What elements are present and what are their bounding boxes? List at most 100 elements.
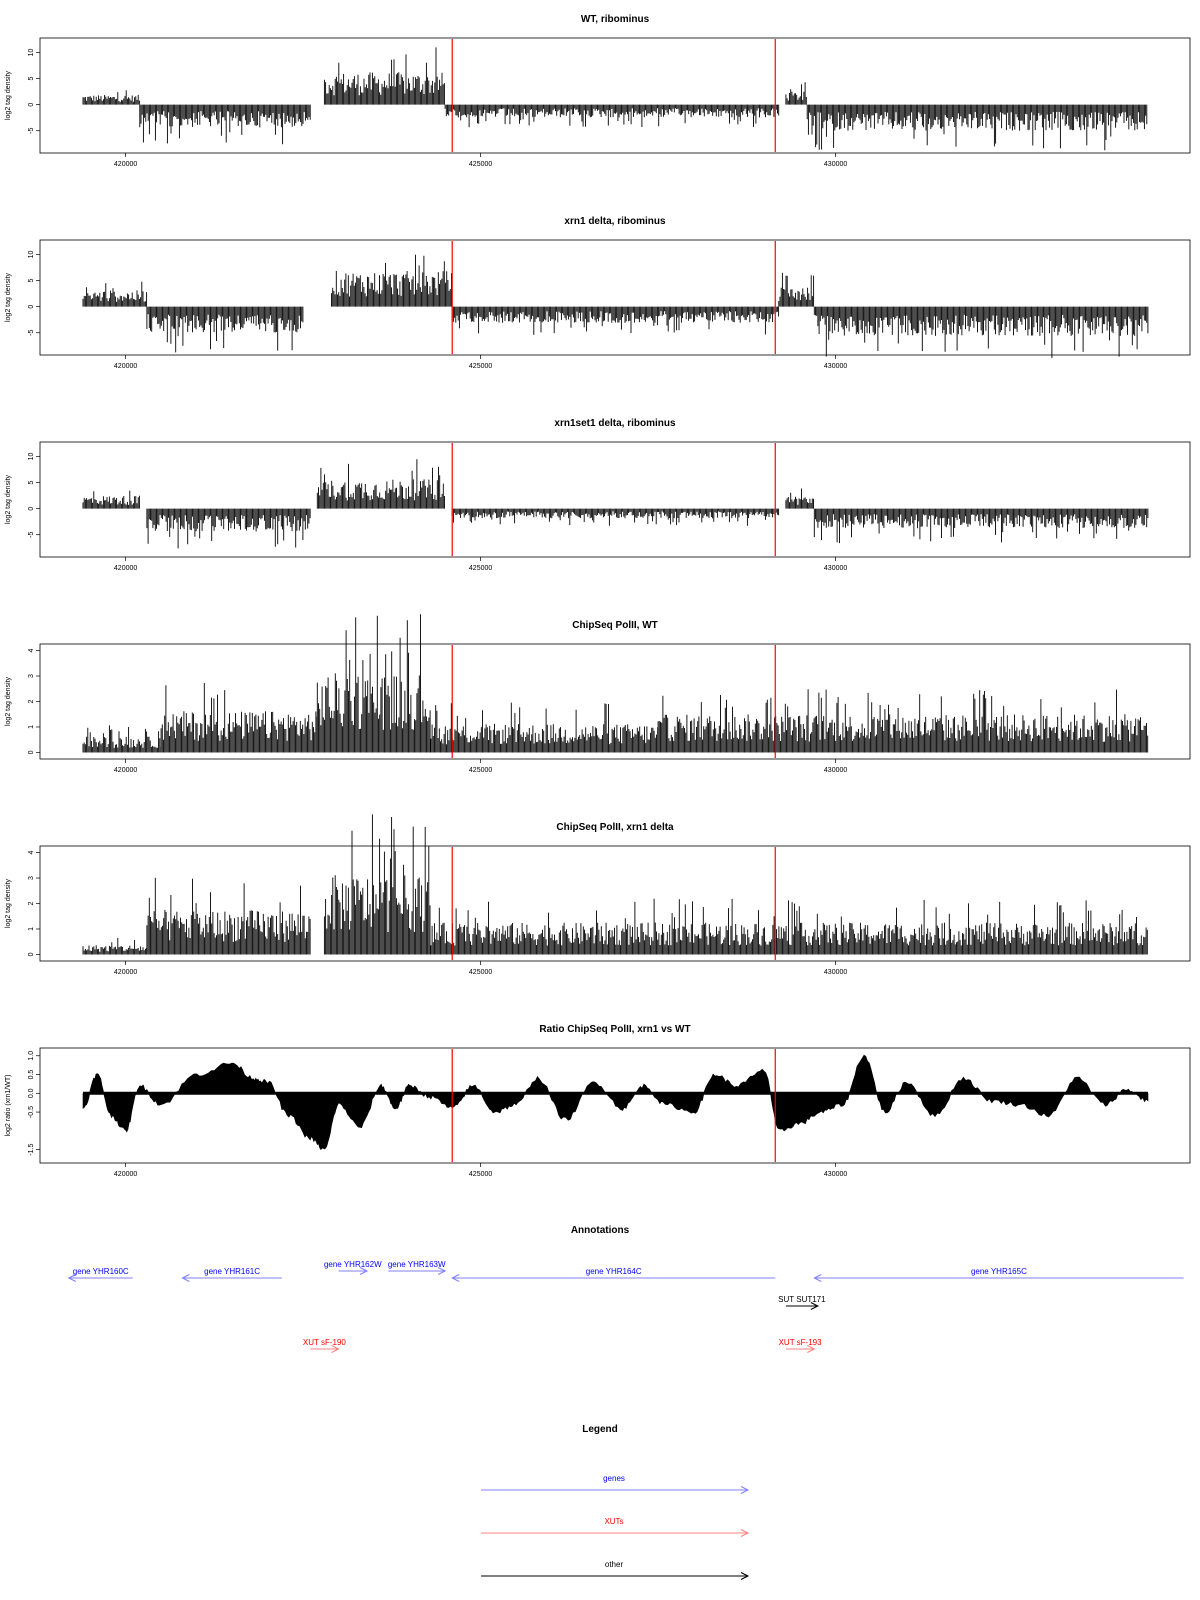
- bar-segment-2: [813, 508, 1149, 544]
- x-tick-label: 420000: [114, 969, 137, 976]
- y-axis-label: log2 tag density: [5, 272, 12, 322]
- data-marks: [82, 254, 1149, 358]
- x-tick-label: 425000: [469, 969, 492, 976]
- y-tick-label: 1.0: [28, 1051, 35, 1061]
- legend-label: XUTs: [604, 1517, 623, 1526]
- annotations-panel: Annotations gene YHR160C gene YHR161C gene…: [67, 1225, 1184, 1353]
- data-marks: [82, 459, 1149, 549]
- feature-arrow-head: [810, 1302, 819, 1310]
- y-tick-label: -0.5: [28, 1106, 35, 1118]
- y-axis: -1.5 -0.5 0.0 0.5 1.0: [28, 1051, 40, 1156]
- x-tick-label: 425000: [469, 767, 492, 774]
- feature-arrow-head: [331, 1345, 340, 1353]
- bar-segment-3: [430, 898, 1148, 955]
- y-tick-label: 2: [28, 901, 35, 905]
- feature-arrow-head: [451, 1274, 460, 1282]
- bar-segment-1: [444, 104, 780, 128]
- y-tick-label: 0.5: [28, 1070, 35, 1080]
- y-tick-label: 10: [28, 250, 35, 258]
- ratio-area: [82, 1054, 1149, 1151]
- bar-segment-2: [813, 306, 1149, 358]
- x-axis: 420000 425000 430000: [114, 355, 847, 370]
- data-marks: [82, 614, 1149, 753]
- feature-gene: gene YHR160C: [67, 1267, 133, 1282]
- feature-gene: gene YHR165C: [813, 1267, 1184, 1282]
- bar-segment-2: [316, 614, 431, 753]
- y-axis-label: log2 ratio (xrn1/WT): [5, 1075, 12, 1137]
- x-tick-label: 420000: [114, 767, 137, 774]
- plot-frame: [39, 1047, 1191, 1164]
- feature-arrow-head: [437, 1267, 447, 1275]
- x-axis: 420000 425000 430000: [114, 557, 847, 572]
- bar-segment-0: [139, 104, 311, 145]
- y-tick-label: -5: [28, 330, 35, 336]
- bar-segment-4: [657, 689, 1149, 753]
- plot-frame: [39, 239, 1191, 356]
- y-tick-label: -1.5: [28, 1143, 35, 1155]
- series-minus: [139, 104, 1148, 151]
- panel-title: ChipSeq PolII, WT: [572, 620, 658, 631]
- bar-segment-1: [323, 47, 445, 105]
- data-marks: [82, 814, 1148, 955]
- panel-2: xrn1set1 delta, ribominus 420000 425000 430…: [5, 418, 1191, 572]
- x-tick-label: 425000: [469, 565, 492, 572]
- bar-segment-2: [785, 82, 807, 105]
- x-axis: 420000 425000 430000: [114, 961, 847, 976]
- bar-segment-2: [806, 104, 1148, 151]
- x-tick-label: 425000: [469, 363, 492, 370]
- y-tick-label: 1: [28, 725, 35, 729]
- feature-label: XUT sF-190: [303, 1338, 347, 1347]
- legend-item: other: [481, 1560, 750, 1580]
- x-tick-label: 420000: [114, 363, 137, 370]
- feature-label: XUT sF-193: [779, 1338, 823, 1347]
- legend-arrow-head: [740, 1572, 750, 1580]
- x-tick-label: 420000: [114, 161, 137, 168]
- legend-title: Legend: [582, 1424, 618, 1435]
- bar-segment-1: [451, 508, 780, 526]
- panel-0: WT, ribominus 420000 425000 430000 -5 0 5 10 log…: [5, 14, 1191, 168]
- y-tick-label: 1: [28, 927, 35, 931]
- bar-segment-1: [146, 877, 311, 955]
- y-axis-label: log2 tag density: [5, 878, 12, 928]
- y-tick-label: 0: [28, 103, 35, 107]
- bar-segment-1: [451, 306, 780, 335]
- x-tick-label: 430000: [824, 767, 847, 774]
- bar-segment-2: [323, 814, 431, 955]
- y-axis-label: log2 tag density: [5, 70, 12, 120]
- bar-segment-1: [316, 459, 445, 509]
- feature-label: gene YHR163W: [388, 1260, 446, 1269]
- series-plus: [82, 814, 1148, 955]
- feature-label: gene YHR160C: [73, 1267, 129, 1276]
- data-marks: [82, 47, 1148, 151]
- legend-arrow-head: [740, 1486, 750, 1494]
- series-minus: [146, 508, 1149, 549]
- bar-segment-2: [785, 488, 814, 509]
- y-axis-label: log2 tag density: [5, 474, 12, 524]
- x-tick-label: 425000: [469, 1171, 492, 1178]
- annotations-title: Annotations: [571, 1225, 630, 1236]
- x-tick-label: 430000: [824, 969, 847, 976]
- legend-arrow-head: [740, 1529, 750, 1537]
- bar-segment-1: [331, 254, 452, 307]
- y-tick-label: 5: [28, 480, 35, 484]
- feature-label: gene YHR161C: [204, 1267, 260, 1276]
- y-axis-label: log2 tag density: [5, 676, 12, 726]
- feature-gene: gene YHR161C: [181, 1267, 282, 1282]
- feature-arrow-head: [181, 1274, 190, 1282]
- bar-segment-0: [82, 90, 140, 105]
- feature-gene: gene YHR164C: [451, 1267, 776, 1282]
- y-axis: -5 0 5 10: [28, 452, 40, 538]
- y-axis: 0 1 2 3 4: [28, 851, 40, 956]
- y-axis: -5 0 5 10: [28, 48, 40, 134]
- feature-gene: gene YHR163W: [388, 1260, 447, 1275]
- y-tick-label: 3: [28, 876, 35, 880]
- feature-xut: XUT sF-193: [779, 1338, 823, 1353]
- bar-segment-0: [82, 490, 140, 509]
- feature-arrow-head: [813, 1274, 822, 1282]
- y-tick-label: 4: [28, 851, 35, 855]
- y-tick-label: -5: [28, 128, 35, 134]
- series-minus: [146, 306, 1149, 358]
- y-tick-label: 10: [28, 48, 35, 56]
- x-tick-label: 420000: [114, 1171, 137, 1178]
